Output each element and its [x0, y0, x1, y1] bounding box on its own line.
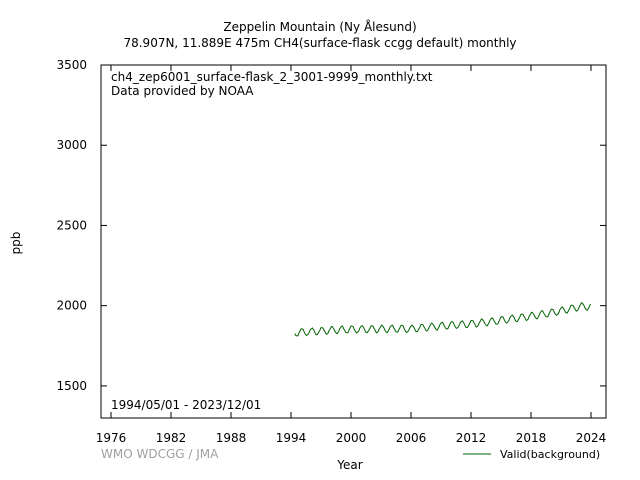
x-tick-label: 2000	[336, 431, 367, 445]
series-line-valid-background	[294, 302, 592, 337]
provider-annotation: Data provided by NOAA	[111, 84, 254, 98]
y-tick-label: 1500	[56, 379, 87, 393]
x-tick-label: 2006	[396, 431, 427, 445]
y-tick-label: 2000	[56, 299, 87, 313]
x-tick-label: 1994	[276, 431, 307, 445]
x-tick-label: 2018	[516, 431, 547, 445]
x-tick-label: 1988	[216, 431, 247, 445]
chart-title: Zeppelin Mountain (Ny Ålesund)	[223, 20, 417, 34]
y-tick-label: 2500	[56, 218, 87, 232]
file-name-annotation: ch4_zep6001_surface-flask_2_3001-9999_mo…	[111, 70, 433, 84]
plot-area-frame	[100, 64, 607, 419]
x-tick-label: 1976	[96, 431, 127, 445]
x-tick-label: 2012	[456, 431, 487, 445]
x-tick-label: 1982	[156, 431, 187, 445]
x-axis-label: Year	[337, 458, 363, 472]
y-tick-label: 3500	[56, 58, 87, 72]
credit-text: WMO WDCGG / JMA	[101, 447, 219, 461]
y-tick-label: 3000	[56, 138, 87, 152]
period-annotation: 1994/05/01 - 2023/12/01	[111, 398, 261, 412]
legend-label: Valid(background)	[500, 448, 600, 461]
chart-subtitle: 78.907N, 11.889E 475m CH4(surface-flask …	[123, 36, 517, 50]
x-tick-label: 2024	[576, 431, 607, 445]
